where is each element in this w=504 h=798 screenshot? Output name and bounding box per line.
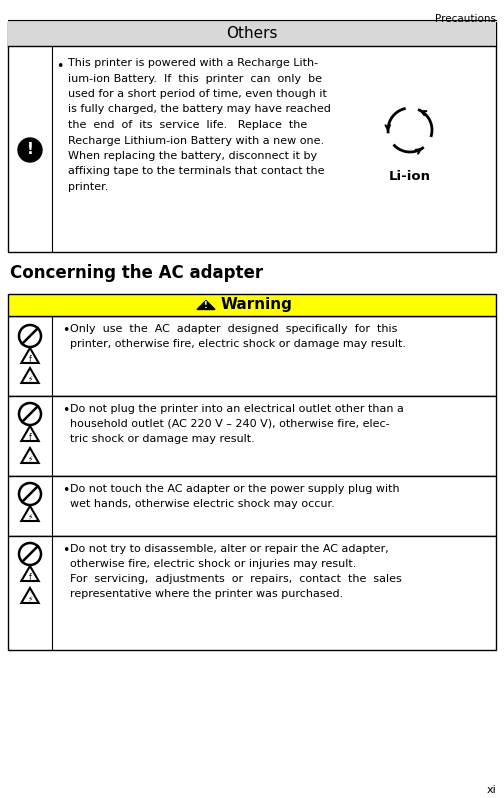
Text: Precautions: Precautions [435, 14, 496, 24]
Text: •: • [62, 324, 70, 337]
Text: Do not try to disassemble, alter or repair the AC adapter,: Do not try to disassemble, alter or repa… [70, 544, 389, 554]
Bar [8, 294, 496, 316]
Text: ƒ: ƒ [29, 354, 31, 364]
Text: xi: xi [486, 785, 496, 795]
Text: Do not touch the AC adapter or the power supply plug with: Do not touch the AC adapter or the power… [70, 484, 400, 494]
Text: •: • [62, 544, 70, 557]
Text: Li-ion: Li-ion [389, 170, 431, 183]
Text: Others: Others [226, 26, 278, 41]
Bar [8, 396, 496, 476]
Text: Concerning the AC adapter: Concerning the AC adapter [10, 264, 263, 282]
Bar [8, 476, 496, 536]
Circle shape [18, 138, 42, 162]
Text: the  end  of  its  service  life.   Replace  the: the end of its service life. Replace the [68, 120, 307, 130]
Text: printer, otherwise fire, electric shock or damage may result.: printer, otherwise fire, electric shock … [70, 339, 406, 349]
Text: ⚡: ⚡ [27, 595, 33, 603]
Text: ⚡: ⚡ [27, 512, 33, 522]
Text: otherwise fire, electric shock or injuries may result.: otherwise fire, electric shock or injuri… [70, 559, 356, 569]
Text: For  servicing,  adjustments  or  repairs,  contact  the  sales: For servicing, adjustments or repairs, c… [70, 574, 402, 584]
Bar [8, 536, 496, 650]
Text: •: • [56, 60, 64, 73]
Text: ⚡: ⚡ [27, 455, 33, 464]
Text: Warning: Warning [221, 298, 293, 313]
Text: representative where the printer was purchased.: representative where the printer was pur… [70, 589, 343, 599]
Text: ƒ: ƒ [29, 572, 31, 582]
Text: printer.: printer. [68, 182, 108, 192]
Text: household outlet (AC 220 V – 240 V), otherwise fire, elec-: household outlet (AC 220 V – 240 V), oth… [70, 419, 390, 429]
Text: ⚡: ⚡ [27, 374, 33, 384]
Text: is fully charged, the battery may have reached: is fully charged, the battery may have r… [68, 105, 331, 114]
Text: affixing tape to the terminals that contact the: affixing tape to the terminals that cont… [68, 167, 325, 176]
Text: !: ! [27, 143, 33, 157]
Text: Recharge Lithium-ion Battery with a new one.: Recharge Lithium-ion Battery with a new … [68, 136, 324, 145]
Bar [8, 22, 496, 46]
Text: tric shock or damage may result.: tric shock or damage may result. [70, 434, 255, 444]
Text: This printer is powered with a Recharge Lith-: This printer is powered with a Recharge … [68, 58, 318, 68]
Text: !: ! [204, 301, 208, 310]
Polygon shape [197, 301, 215, 310]
Text: used for a short period of time, even though it: used for a short period of time, even th… [68, 89, 327, 99]
Text: Do not plug the printer into an electrical outlet other than a: Do not plug the printer into an electric… [70, 404, 404, 414]
Text: •: • [62, 404, 70, 417]
Text: ium-ion Battery.  If  this  printer  can  only  be: ium-ion Battery. If this printer can onl… [68, 73, 322, 84]
Text: When replacing the battery, disconnect it by: When replacing the battery, disconnect i… [68, 151, 317, 161]
Text: •: • [62, 484, 70, 497]
Bar [8, 22, 496, 252]
Text: ƒ: ƒ [29, 433, 31, 441]
Text: wet hands, otherwise electric shock may occur.: wet hands, otherwise electric shock may … [70, 499, 335, 509]
Bar [8, 316, 496, 396]
Text: Only  use  the  AC  adapter  designed  specifically  for  this: Only use the AC adapter designed specifi… [70, 324, 397, 334]
